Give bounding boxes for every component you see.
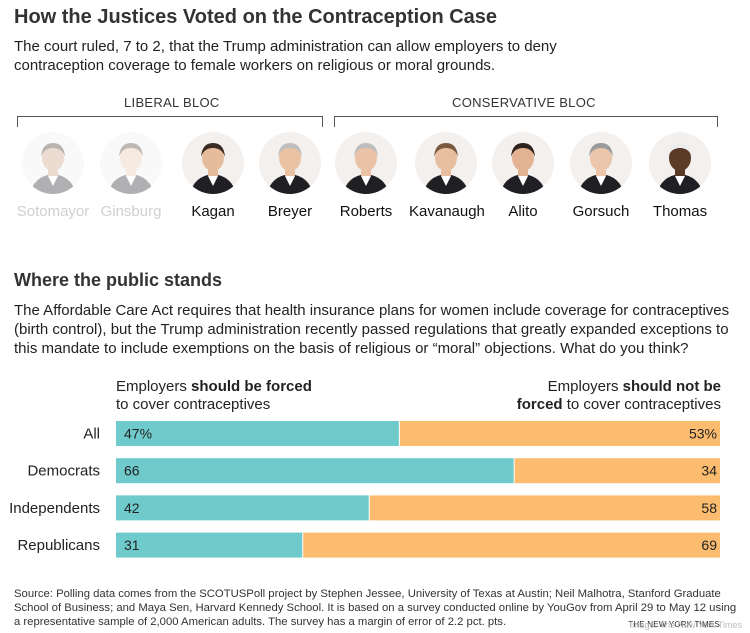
bar-not-forced [514,458,720,484]
justice-alito: Alito [486,132,560,220]
justice-name: Sotomayor [16,203,90,220]
justice-kagan: Kagan [176,132,250,220]
bar-forced [116,532,303,558]
poll-question: The Affordable Care Act requires that he… [14,302,730,357]
value-label: 42 [124,500,140,516]
justice-kavanaugh: Kavanaugh [409,132,485,220]
justice-name: Kavanaugh [409,203,485,220]
source-note: Source: Polling data comes from the SCOT… [14,588,737,628]
bar-not-forced [369,495,720,521]
justice-portrait [492,132,554,194]
chart-title: How the Justices Voted on the Contracept… [14,6,498,28]
bar-forced [116,458,514,484]
justice-thomas: Thomas [643,132,717,220]
liberal-bloc-bracket [17,116,323,127]
bar-not-forced [399,421,720,446]
value-label: 58 [701,500,717,516]
value-label: 47% [124,426,152,442]
justice-portrait [22,132,84,194]
value-label: 31 [124,537,140,553]
justice-name: Kagan [191,203,235,220]
justice-name: Breyer [267,203,313,220]
category-label: Independents [9,500,100,517]
value-label: 34 [701,463,717,479]
value-label: 66 [124,463,140,479]
justice-breyer: Breyer [253,132,327,220]
justice-name: Gorsuch [572,203,630,220]
right-column-heading: Employers should not be forced to cover … [516,378,721,413]
justice-portrait [182,132,244,194]
justice-portrait [259,132,321,194]
justice-portrait [100,132,162,194]
justice-name: Ginsburg [100,203,162,220]
watermark: Image: The New York Times [629,620,742,630]
justice-portrait [335,132,397,194]
justice-gorsuch: Gorsuch [564,132,638,220]
category-label: All [83,426,100,443]
justice-portrait [570,132,632,194]
category-label: Republicans [17,537,100,554]
liberal-bloc-label: LIBERAL BLOC [124,95,220,110]
category-label: Democrats [27,463,100,480]
justice-ginsburg: Ginsburg [94,132,168,220]
justice-sotomayor: Sotomayor [16,132,90,220]
chart-subtitle: The court ruled, 7 to 2, that the Trump … [14,38,557,74]
bar-forced [116,421,399,446]
conservative-bloc-bracket [334,116,718,127]
value-label: 69 [701,537,717,553]
justice-name: Thomas [652,203,708,220]
justice-roberts: Roberts [329,132,403,220]
poll-bar-chart: All 47% 53% Democrats 66 34 Independents 42 58 Re… [9,421,720,558]
justice-portrait [649,132,711,194]
value-label: 53% [689,426,717,442]
justice-name: Roberts [339,203,393,220]
bar-forced [116,495,369,521]
justice-name: Alito [508,203,538,220]
section-title: Where the public stands [14,270,223,290]
justice-portrait [415,132,477,194]
bar-not-forced [303,532,720,558]
left-column-heading: Employers should be forced to cover cont… [116,378,312,413]
credit-line: THE NEW YORK TIMES [628,620,720,629]
conservative-bloc-label: CONSERVATIVE BLOC [452,95,596,110]
